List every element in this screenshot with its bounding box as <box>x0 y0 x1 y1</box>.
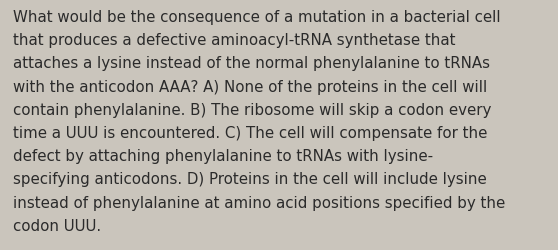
Text: that produces a defective aminoacyl-tRNA synthetase that: that produces a defective aminoacyl-tRNA… <box>13 33 455 48</box>
Text: attaches a lysine instead of the normal phenylalanine to tRNAs: attaches a lysine instead of the normal … <box>13 56 490 71</box>
Text: contain phenylalanine. B) The ribosome will skip a codon every: contain phenylalanine. B) The ribosome w… <box>13 102 492 117</box>
Text: instead of phenylalanine at amino acid positions specified by the: instead of phenylalanine at amino acid p… <box>13 195 505 210</box>
Text: specifying anticodons. D) Proteins in the cell will include lysine: specifying anticodons. D) Proteins in th… <box>13 172 487 187</box>
Text: What would be the consequence of a mutation in a bacterial cell: What would be the consequence of a mutat… <box>13 10 501 25</box>
Text: defect by attaching phenylalanine to tRNAs with lysine-: defect by attaching phenylalanine to tRN… <box>13 148 433 164</box>
Text: time a UUU is encountered. C) The cell will compensate for the: time a UUU is encountered. C) The cell w… <box>13 126 487 140</box>
Text: codon UUU.: codon UUU. <box>13 218 101 233</box>
Text: with the anticodon AAA? A) None of the proteins in the cell will: with the anticodon AAA? A) None of the p… <box>13 79 487 94</box>
